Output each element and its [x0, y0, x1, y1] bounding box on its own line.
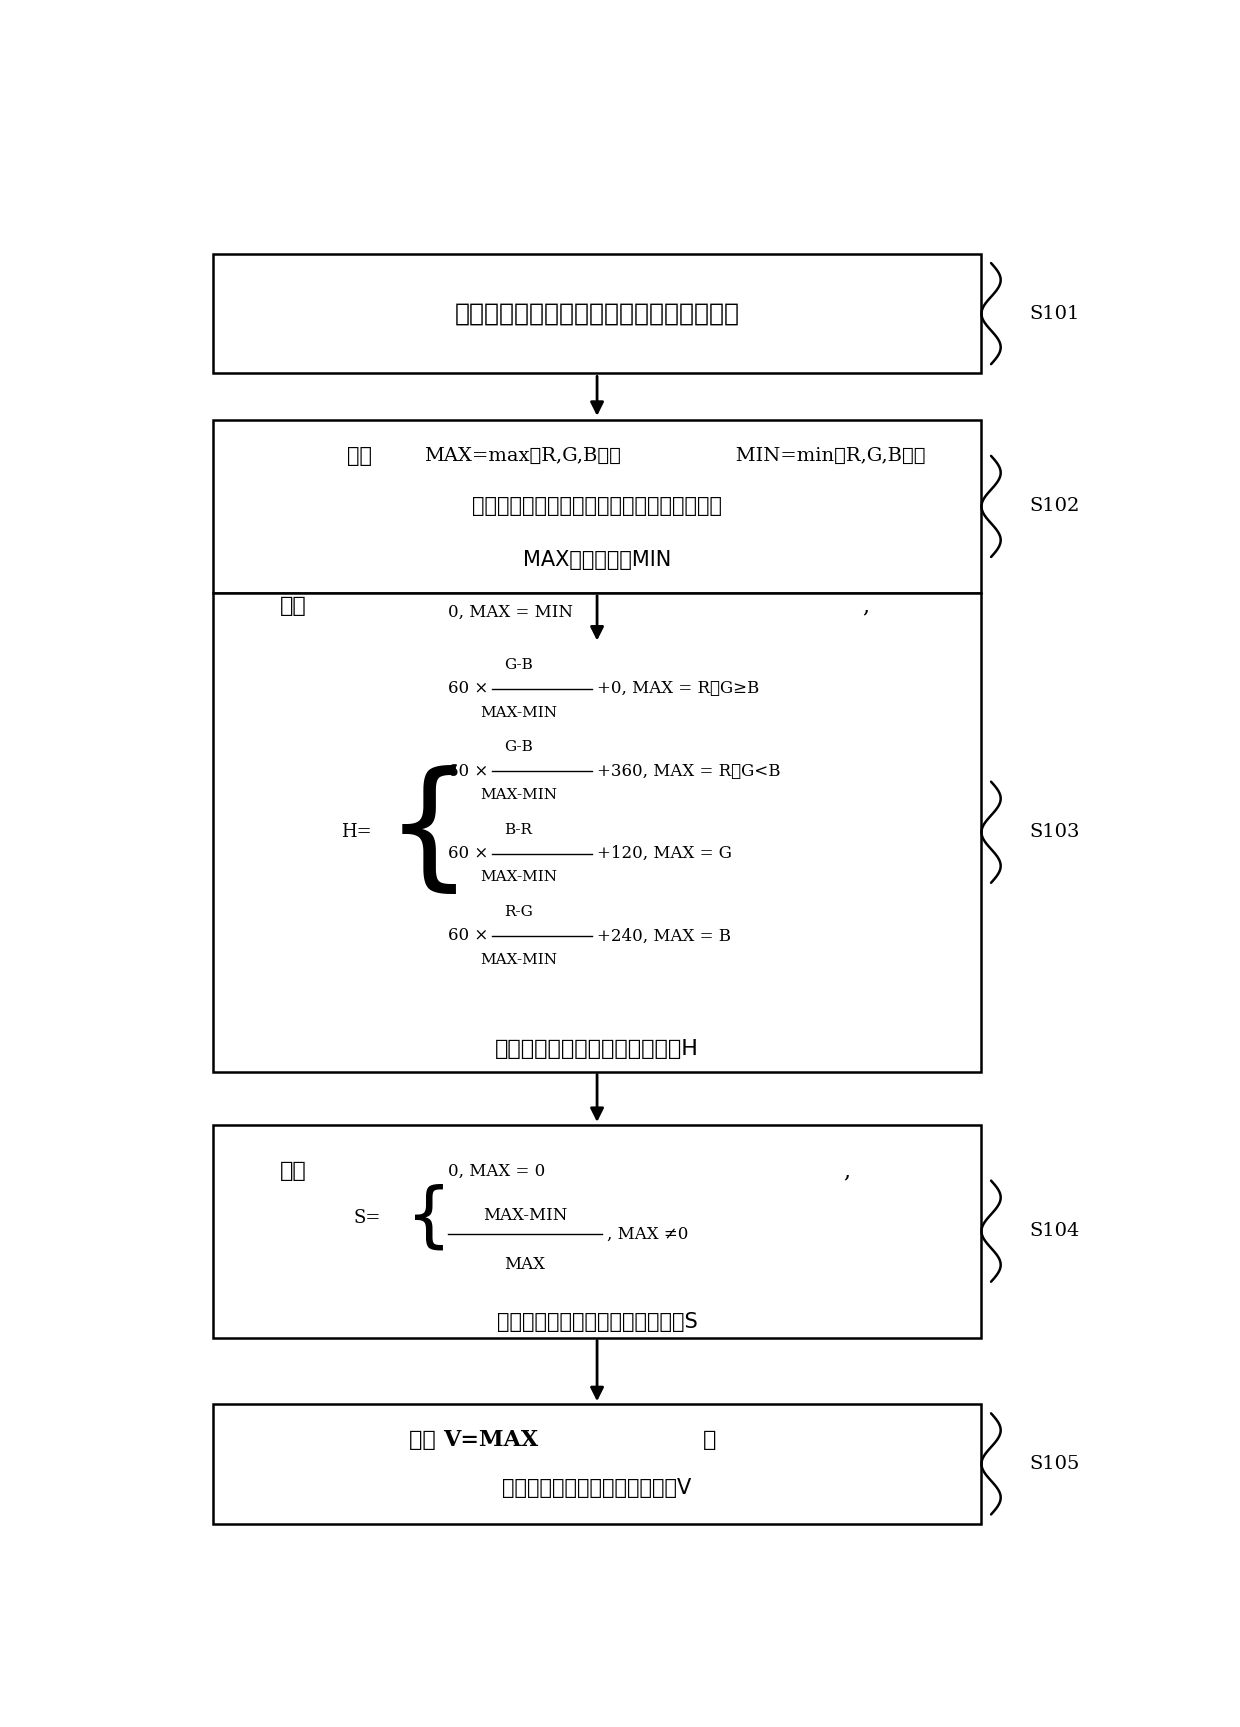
Text: ,: , [863, 596, 869, 617]
FancyBboxPatch shape [213, 254, 982, 373]
Text: 60 ×: 60 × [448, 763, 489, 779]
Text: ，: ， [703, 1430, 717, 1451]
Text: +360, MAX = R且G<B: +360, MAX = R且G<B [596, 763, 780, 779]
Text: 根据: 根据 [280, 1161, 306, 1181]
Text: MAX-MIN: MAX-MIN [480, 953, 557, 967]
Text: V=MAX: V=MAX [444, 1428, 538, 1451]
FancyBboxPatch shape [213, 1124, 982, 1337]
Text: , MAX ≠0: , MAX ≠0 [606, 1226, 688, 1242]
Text: {: { [384, 765, 472, 900]
FancyBboxPatch shape [213, 592, 982, 1071]
Text: 计算得到每个像素的三基色分量中的最大值为: 计算得到每个像素的三基色分量中的最大值为 [472, 496, 722, 516]
Text: 根据: 根据 [280, 596, 306, 617]
Text: 计算得到每个像素的色调分量为H: 计算得到每个像素的色调分量为H [495, 1040, 699, 1059]
Text: R-G: R-G [503, 905, 533, 919]
Text: S104: S104 [1029, 1223, 1080, 1240]
Text: {: { [405, 1183, 451, 1252]
Text: MIN=min（R,G,B），: MIN=min（R,G,B）， [717, 447, 926, 465]
Text: MAX，最小值为MIN: MAX，最小值为MIN [523, 549, 671, 570]
Text: 计算得到每个像素的明度分量为V: 计算得到每个像素的明度分量为V [502, 1478, 692, 1497]
Text: S102: S102 [1029, 497, 1080, 515]
Text: MAX-MIN: MAX-MIN [480, 870, 557, 884]
Text: 60 ×: 60 × [448, 845, 489, 862]
Text: ,: , [843, 1161, 851, 1183]
Text: S105: S105 [1029, 1454, 1080, 1473]
Text: S103: S103 [1029, 824, 1080, 841]
FancyBboxPatch shape [213, 420, 982, 592]
Text: 计算得到每个像素的饱和度分量为S: 计算得到每个像素的饱和度分量为S [497, 1311, 697, 1332]
Text: +240, MAX = B: +240, MAX = B [596, 927, 732, 945]
Text: MAX-MIN: MAX-MIN [480, 788, 557, 801]
Text: 根据: 根据 [347, 446, 372, 466]
Text: 0, MAX = MIN: 0, MAX = MIN [448, 604, 573, 622]
Text: H=: H= [341, 824, 371, 841]
Text: MAX-MIN: MAX-MIN [482, 1207, 567, 1224]
Text: 60 ×: 60 × [448, 680, 489, 698]
Text: 60 ×: 60 × [448, 927, 489, 945]
Text: 根据输入图像，得到每个像素的三基色分量: 根据输入图像，得到每个像素的三基色分量 [455, 302, 739, 326]
Text: G-B: G-B [503, 741, 533, 755]
Text: MAX-MIN: MAX-MIN [480, 706, 557, 720]
Text: +0, MAX = R且G≥B: +0, MAX = R且G≥B [596, 680, 759, 698]
Text: S=: S= [353, 1209, 381, 1226]
FancyBboxPatch shape [213, 1404, 982, 1523]
Text: S101: S101 [1029, 304, 1080, 323]
Text: B-R: B-R [505, 822, 532, 836]
Text: G-B: G-B [503, 658, 533, 672]
Text: MAX: MAX [505, 1256, 546, 1273]
Text: +120, MAX = G: +120, MAX = G [596, 845, 732, 862]
Text: 0, MAX = 0: 0, MAX = 0 [448, 1162, 546, 1180]
Text: MAX=max（R,G,B），: MAX=max（R,G,B）， [424, 447, 621, 465]
Text: 根据: 根据 [409, 1430, 444, 1451]
